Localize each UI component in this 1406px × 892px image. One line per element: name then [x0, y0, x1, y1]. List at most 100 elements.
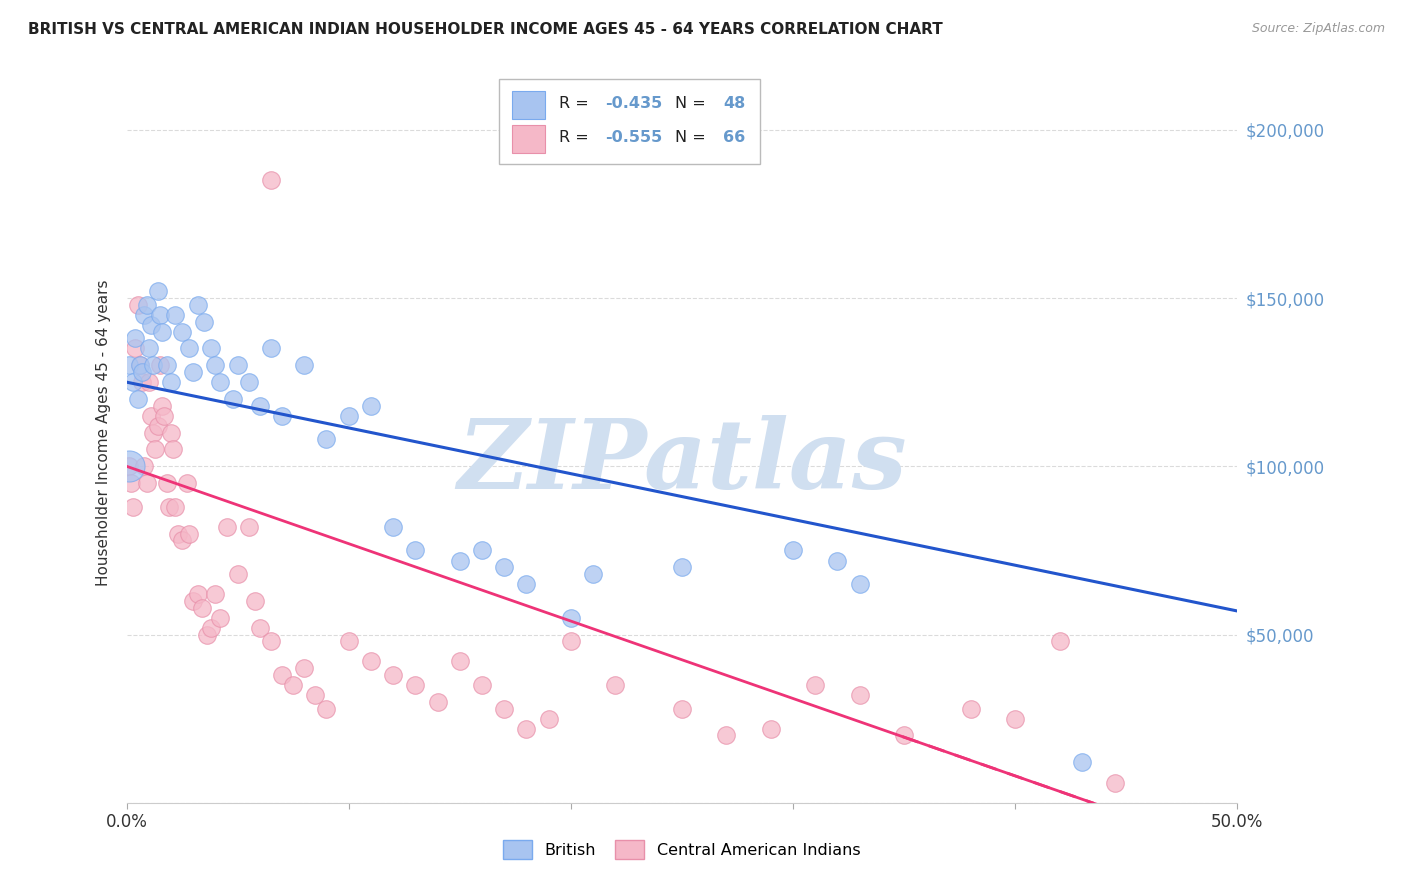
Point — [153, 409, 176, 423]
Point — [426, 695, 449, 709]
Point — [149, 308, 172, 322]
Point — [304, 688, 326, 702]
Point — [128, 359, 150, 373]
Point — [382, 668, 405, 682]
Point — [155, 476, 177, 491]
Point — [804, 678, 827, 692]
Point — [155, 359, 177, 373]
Point — [200, 342, 222, 356]
Point — [337, 634, 360, 648]
Point — [131, 365, 153, 379]
Point — [238, 520, 260, 534]
Point — [245, 594, 267, 608]
Point — [204, 587, 226, 601]
Point — [560, 634, 582, 648]
Point — [127, 298, 149, 312]
Point — [131, 375, 153, 389]
Text: -0.435: -0.435 — [605, 96, 662, 112]
Point — [893, 729, 915, 743]
Point — [848, 577, 870, 591]
Point — [139, 318, 162, 332]
Point — [360, 655, 382, 669]
Point — [782, 543, 804, 558]
Point — [118, 459, 141, 474]
Point — [515, 722, 537, 736]
Point — [494, 560, 516, 574]
Text: ZIPatlas: ZIPatlas — [457, 416, 907, 509]
Point — [139, 409, 162, 423]
Point — [827, 553, 849, 567]
Point — [150, 399, 173, 413]
Point — [177, 342, 200, 356]
Point — [1070, 756, 1092, 770]
Point — [172, 325, 194, 339]
Point — [249, 399, 271, 413]
Bar — [512, 91, 546, 120]
Point — [160, 425, 183, 440]
Point — [671, 560, 693, 574]
Point — [165, 500, 187, 514]
Point — [124, 331, 146, 345]
Point — [260, 342, 283, 356]
Point — [582, 566, 605, 581]
Point — [1049, 634, 1071, 648]
Point — [165, 308, 187, 322]
Point — [120, 476, 142, 491]
Point — [260, 173, 283, 187]
Point — [471, 543, 494, 558]
Point — [135, 298, 157, 312]
Point — [122, 375, 145, 389]
Point — [959, 701, 981, 715]
Point — [142, 425, 165, 440]
Point — [193, 314, 215, 328]
Point — [292, 661, 315, 675]
Point — [292, 359, 315, 373]
Point — [382, 520, 405, 534]
Text: Source: ZipAtlas.com: Source: ZipAtlas.com — [1251, 22, 1385, 36]
Point — [177, 526, 200, 541]
Point — [172, 533, 194, 548]
Text: BRITISH VS CENTRAL AMERICAN INDIAN HOUSEHOLDER INCOME AGES 45 - 64 YEARS CORRELA: BRITISH VS CENTRAL AMERICAN INDIAN HOUSE… — [28, 22, 943, 37]
Point — [187, 298, 209, 312]
Text: 48: 48 — [723, 96, 745, 112]
Point — [716, 729, 738, 743]
Point — [181, 365, 204, 379]
Point — [515, 577, 537, 591]
Point — [281, 678, 304, 692]
Point — [848, 688, 870, 702]
Legend: British, Central American Indians: British, Central American Indians — [496, 834, 868, 865]
Point — [191, 600, 214, 615]
Y-axis label: Householder Income Ages 45 - 64 years: Householder Income Ages 45 - 64 years — [96, 279, 111, 586]
Point — [146, 285, 169, 299]
Point — [1104, 775, 1126, 789]
Point — [471, 678, 494, 692]
Point — [404, 678, 426, 692]
Point — [337, 409, 360, 423]
Text: R =: R = — [558, 96, 593, 112]
Point — [315, 701, 337, 715]
Point — [162, 442, 184, 457]
Point — [134, 459, 156, 474]
Point — [145, 442, 167, 457]
Point — [449, 655, 471, 669]
Text: N =: N = — [675, 130, 711, 145]
Point — [449, 553, 471, 567]
Point — [150, 325, 173, 339]
Point — [157, 500, 180, 514]
Point — [759, 722, 782, 736]
Point — [238, 375, 260, 389]
Point — [138, 375, 160, 389]
Point — [1004, 712, 1026, 726]
Point — [127, 392, 149, 406]
Text: -0.555: -0.555 — [605, 130, 662, 145]
Point — [124, 342, 146, 356]
Point — [142, 359, 165, 373]
Point — [128, 359, 150, 373]
Point — [671, 701, 693, 715]
Point — [537, 712, 560, 726]
Point — [494, 701, 516, 715]
Point — [226, 566, 249, 581]
Point — [118, 359, 141, 373]
Point — [166, 526, 188, 541]
Point — [271, 409, 294, 423]
